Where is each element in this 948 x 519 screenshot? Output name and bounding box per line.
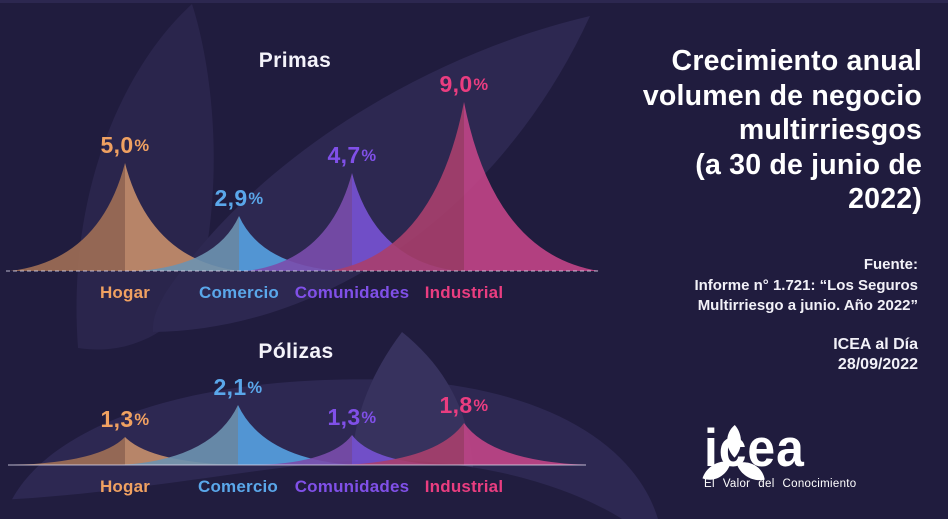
peak-primas-comercio [239,216,341,271]
publication-name: ICEA al Día [833,336,918,353]
source-line: Informe n° 1.721: “Los Seguros [694,276,918,294]
title-line: 2022) [848,183,922,215]
peak-polizas-comercio [238,405,354,465]
page-title: Crecimiento anual volumen de negocio mul… [643,44,922,217]
value-label-primas-industrial: 9,0% [439,71,489,97]
value-label-primas-comercio: 2,9% [214,185,264,211]
value-label-polizas-hogar: 1,3% [100,406,150,432]
leaf-shape [0,459,622,519]
logo-text: icea El Valor del Conocimiento [704,419,857,491]
peak-primas-hogar [10,163,125,271]
peak-polizas-comunidades [260,435,352,465]
value-label-polizas-industrial: 1,8% [439,392,489,418]
source-line: Multirriesgo a junio. Año 2022” [697,297,918,314]
peak-polizas-industrial [342,423,464,465]
peak-polizas-comunidades [352,435,444,465]
category-label-polizas-industrial: Industrial [424,477,504,496]
publication-date: ICEA al Día 28/09/2022 [833,335,918,375]
title-line: Crecimiento anual [671,45,922,77]
chart-title-polizas: Pólizas [258,340,334,363]
title-line: multirriesgos [738,114,922,146]
publication-day: 28/09/2022 [837,356,918,373]
source-note: Fuente: Informe n° 1.721: “Los Seguros M… [694,255,918,317]
icea-logo: icea El Valor del Conocimiento [700,419,857,491]
peak-polizas-hogar [125,437,237,465]
value-label-polizas-comunidades: 1,3% [327,404,377,430]
top-accent-line [0,0,948,3]
peak-primas-comunidades [246,173,352,271]
category-label-primas-hogar: Hogar [99,283,151,302]
category-label-primas-comercio: Comercio [198,283,280,302]
peak-primas-industrial [464,102,599,271]
category-label-polizas-hogar: Hogar [99,477,151,496]
icea-trefoil-icon [702,425,765,481]
logo-wordmark: icea [704,419,805,478]
peak-primas-comunidades [352,173,458,271]
logo-tagline: El Valor del Conocimiento [704,478,857,491]
category-label-primas-industrial: Industrial [424,283,504,302]
category-label-primas-comunidades: Comunidades [294,283,410,302]
chart-title-primas: Primas [258,49,332,72]
peak-primas-hogar [125,163,240,271]
source-label: Fuente: [863,256,918,273]
title-line: volumen de negocio [642,79,922,112]
peak-primas-comercio [137,216,239,271]
value-label-primas-comunidades: 4,7% [327,142,377,168]
peak-polizas-industrial [464,423,586,465]
category-label-polizas-comunidades: Comunidades [294,477,410,496]
peak-polizas-comercio [122,405,238,465]
category-label-polizas-comercio: Comercio [197,477,279,496]
peak-primas-industrial [329,102,464,271]
peak-polizas-hogar [13,437,125,465]
title-line: (a 30 de junio de [695,148,922,181]
value-label-polizas-comercio: 2,1% [213,374,263,400]
value-label-primas-hogar: 5,0% [100,132,150,158]
